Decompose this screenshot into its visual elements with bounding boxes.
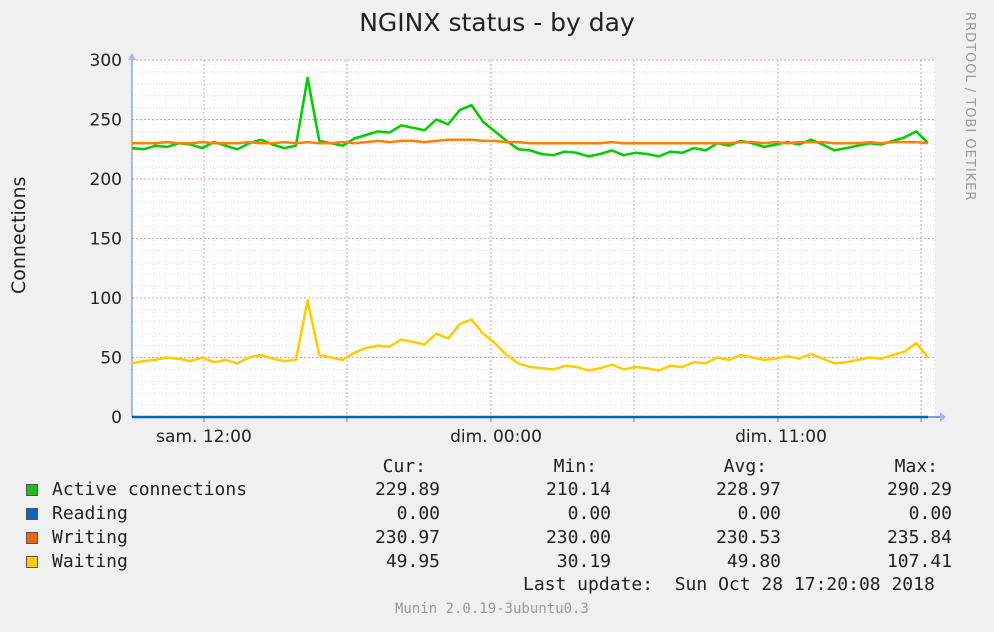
y-tick-label: 200 [90, 170, 122, 190]
chart-title: NGINX status - by day [359, 8, 635, 37]
header-cur: Cur: [382, 456, 426, 477]
chart-plot: 0 50 100 150 200 250 300 sam. 12:00 dim. 00:00 di… [90, 51, 946, 447]
active-cur: 229.89 [374, 479, 440, 500]
series-line-waiting [131, 299, 929, 372]
y-tick-label: 300 [90, 51, 122, 71]
munin-version: Munin 2.0.19-3ubuntu0.3 [395, 601, 589, 617]
legend-swatch-reading [26, 508, 38, 520]
legend-swatch-active [26, 484, 38, 496]
y-tick-label: 150 [90, 230, 122, 250]
rrdtool-credit: RRDTOOL / TOBI OETIKER [962, 12, 977, 202]
writing-max: 235.84 [886, 527, 952, 548]
legend-swatch-writing [26, 532, 38, 544]
x-tick-label: dim. 00:00 [450, 427, 542, 447]
y-tick-label: 250 [90, 111, 122, 131]
waiting-max: 107.41 [886, 551, 952, 572]
writing-avg: 230.53 [715, 527, 781, 548]
reading-max: 0.00 [908, 503, 952, 524]
header-max: Max: [894, 456, 938, 477]
writing-cur: 230.97 [374, 527, 440, 548]
reading-cur: 0.00 [396, 503, 440, 524]
active-max: 290.29 [886, 479, 952, 500]
y-tick-label: 50 [100, 349, 122, 369]
writing-min: 230.00 [545, 527, 611, 548]
y-tick-label: 100 [90, 289, 122, 309]
active-min: 210.14 [545, 479, 611, 500]
reading-min: 0.00 [567, 503, 611, 524]
series-line-writing [132, 138, 929, 145]
x-axis-arrow [940, 412, 946, 422]
waiting-min: 30.19 [556, 551, 611, 572]
active-avg: 228.97 [715, 479, 781, 500]
x-tick-label: dim. 11:00 [735, 427, 827, 447]
y-tick-label: 0 [111, 408, 122, 428]
x-tick-label: sam. 12:00 [156, 427, 252, 447]
waiting-cur: 49.95 [385, 551, 440, 572]
waiting-avg: 49.80 [726, 551, 781, 572]
last-update: Last update: Sun Oct 28 17:20:08 2018 [523, 574, 935, 595]
legend-swatch-waiting [26, 556, 38, 568]
legend-label-waiting: Waiting [52, 551, 128, 572]
legend-label-reading: Reading [52, 503, 128, 524]
reading-avg: 0.00 [737, 503, 781, 524]
legend-label-writing: Writing [52, 527, 128, 548]
header-min: Min: [553, 456, 597, 477]
header-avg: Avg: [723, 456, 767, 477]
y-axis-arrow [128, 53, 136, 60]
legend-label-active: Active connections [52, 479, 248, 500]
